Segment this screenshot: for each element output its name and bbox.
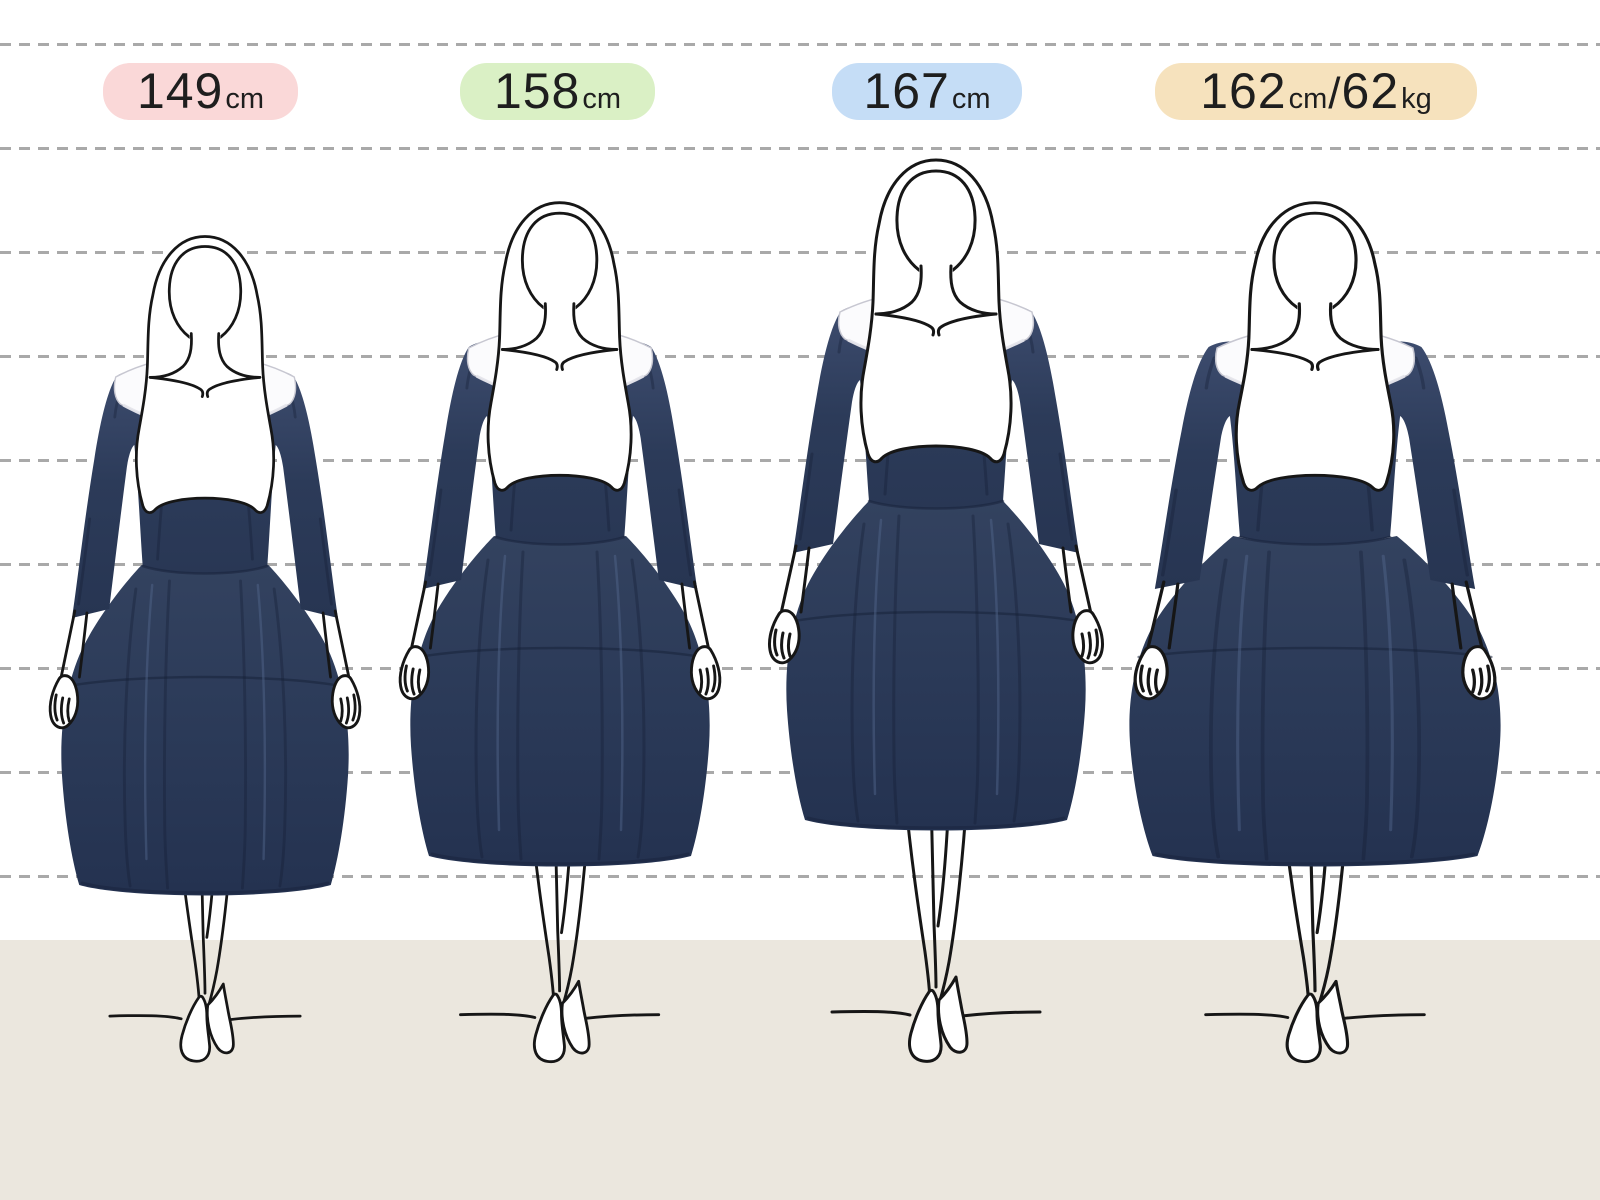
gridline: [0, 875, 1600, 878]
gridline: [0, 459, 1600, 462]
badge-unit: cm: [225, 83, 265, 115]
badge-unit: cm: [582, 83, 622, 115]
gridline: [0, 147, 1600, 150]
gridline: [0, 251, 1600, 254]
badge-value: 162: [1200, 63, 1287, 119]
badge-value: 149: [136, 63, 224, 119]
badge-unit: cm: [1288, 83, 1328, 115]
height-badge-149cm: 149 cm: [103, 63, 298, 120]
badge-unit: kg: [1401, 83, 1432, 115]
figure-149cm: [48, 235, 362, 1063]
gridline: [0, 355, 1600, 358]
badge-value: 158: [493, 63, 581, 119]
height-badge-167cm: 167 cm: [832, 63, 1022, 120]
badge-value: 62: [1341, 63, 1400, 119]
gridline: [0, 563, 1600, 566]
gridline: [0, 43, 1600, 46]
badge-value: 167: [863, 63, 950, 119]
figure-158cm: [398, 201, 722, 1064]
badge-slash: /: [1328, 69, 1341, 118]
height-badge-158cm: 158 cm: [460, 63, 655, 120]
figure-167cm: [767, 158, 1105, 1063]
badge-unit: cm: [951, 83, 991, 115]
figure-162cm-62kg: [1127, 201, 1503, 1064]
height-weight-badge-162cm-62kg: 162 cm / 62 kg: [1155, 63, 1477, 120]
